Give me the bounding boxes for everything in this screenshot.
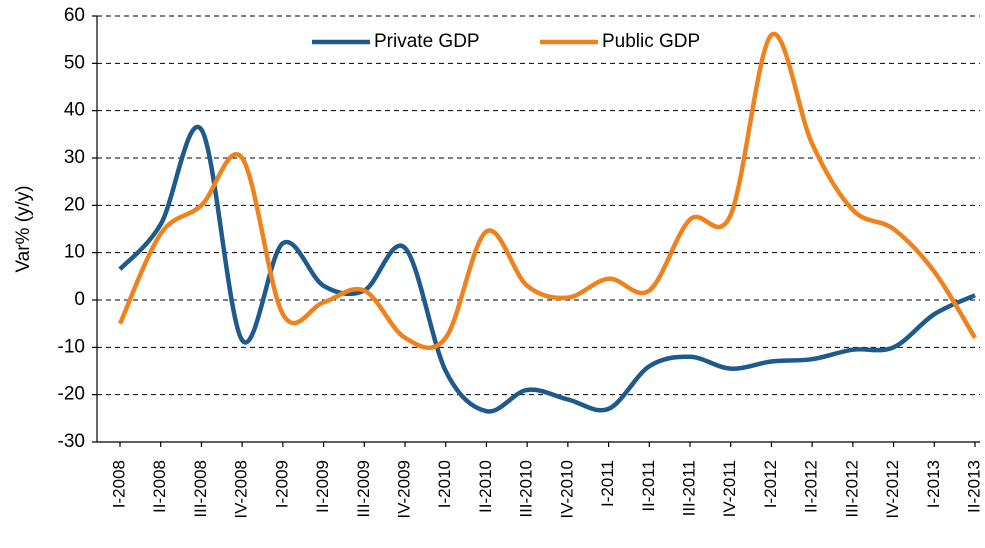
series-line <box>118 124 976 414</box>
x-tick-label: I-2012 <box>761 460 780 508</box>
x-tick-label: I-2008 <box>109 460 128 508</box>
x-tick-label: I-2013 <box>924 460 943 508</box>
x-tick-label: III-2009 <box>354 460 373 518</box>
x-tick-label: III-2010 <box>517 460 536 518</box>
x-tick-label: IV-2011 <box>720 460 739 517</box>
x-tick-label: II-2008 <box>150 460 169 513</box>
x-tick-label: IV-2008 <box>232 460 251 519</box>
y-tick-label: 50 <box>64 52 85 73</box>
x-tick-label: IV-2010 <box>557 460 576 519</box>
x-tick-label: I-2011 <box>598 460 617 507</box>
x-tick-label: III-2008 <box>191 460 210 518</box>
y-tick-label: 10 <box>64 242 85 263</box>
x-tick-label: IV-2009 <box>394 460 413 519</box>
y-axis-label: Var% (y/y) <box>13 185 34 272</box>
x-tick-label: III-2012 <box>842 460 861 518</box>
y-tick-label: 40 <box>64 100 85 121</box>
x-tick-label: II-2013 <box>964 460 983 513</box>
x-tick-label: II-2011 <box>639 460 658 512</box>
x-tick-label: III-2011 <box>679 460 698 516</box>
y-tick-label: -30 <box>58 431 85 452</box>
y-tick-label: 0 <box>74 289 85 310</box>
x-tick-label: IV-2012 <box>883 460 902 519</box>
y-tick-label: -20 <box>58 384 85 405</box>
x-tick-label: I-2009 <box>272 460 291 508</box>
x-tick-label: I-2010 <box>435 460 454 508</box>
x-tick-label: II-2012 <box>802 460 821 513</box>
y-tick-label: 20 <box>64 194 85 215</box>
y-tick-label: -10 <box>58 336 85 357</box>
x-tick-label: II-2010 <box>476 460 495 513</box>
legend-label: Private GDP <box>374 31 480 52</box>
y-tick-label: 30 <box>64 147 85 168</box>
series-line <box>117 31 977 350</box>
x-tick-label: II-2009 <box>313 460 332 513</box>
legend-label: Public GDP <box>602 31 700 52</box>
y-tick-label: 60 <box>64 5 85 26</box>
